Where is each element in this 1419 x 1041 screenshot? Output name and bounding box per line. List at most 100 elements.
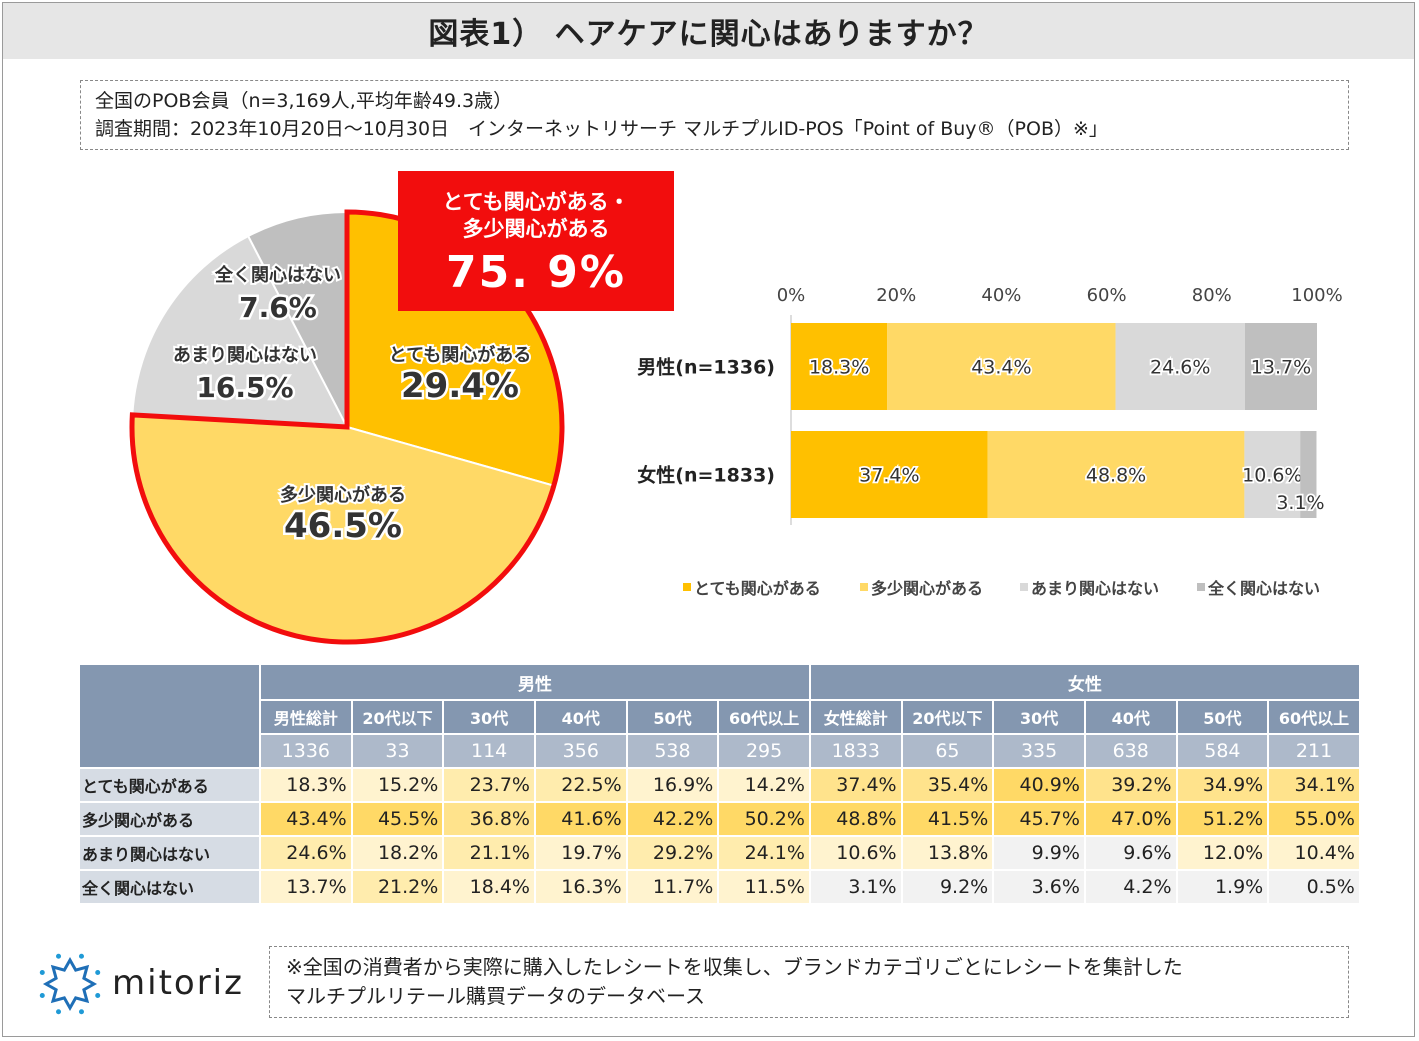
pie-value-label: 46.5%: [284, 506, 402, 546]
value-cell: 1.9%: [1175, 869, 1268, 903]
footnote-line2: マルチプルリテール購買データのデータベース: [286, 984, 705, 1008]
logo-dot-icon: [39, 992, 45, 998]
bar-segment: [1300, 431, 1317, 518]
legend-swatch: [1020, 583, 1028, 591]
bar-data-label: 43.4%: [971, 357, 1031, 379]
value-cell: 22.5%: [533, 767, 626, 801]
survey-info: 全国のPOB会員（n=3,169人,平均年齢49.3歳） 調査期間：2023年1…: [80, 80, 1349, 150]
figure-title: 図表1） ヘアケアに関心はありますか？: [3, 3, 1414, 59]
bar-data-label: 37.4%: [859, 465, 919, 487]
value-cell: 50.2%: [717, 801, 809, 835]
value-cell: 37.4%: [808, 767, 901, 801]
pie-value-label: 16.5%: [196, 371, 293, 404]
column-header: 30代: [992, 699, 1084, 733]
value-cell: 15.2%: [350, 767, 443, 801]
logo-star-icon: [42, 956, 98, 1012]
logo-dot-icon: [95, 992, 101, 998]
sample-size-cell: 211: [1267, 733, 1359, 767]
bar-segment: [791, 323, 888, 410]
value-cell: 45.5%: [350, 801, 443, 835]
sample-size-cell: 33: [350, 733, 443, 767]
sample-size-cell: 65: [900, 733, 993, 767]
table-row: 多少関心がある 43.4% 45.5% 36.8% 41.6% 42.2% 50.2% 48.…: [80, 801, 1359, 835]
bar-data-label: 48.8%: [1086, 465, 1146, 487]
sample-size-cell: 584: [1175, 733, 1268, 767]
logo-dot-icon: [39, 970, 45, 976]
value-cell: 35.4%: [900, 767, 993, 801]
group-header: 男性: [259, 665, 809, 699]
value-cell: 13.8%: [900, 835, 993, 869]
column-header: 男性総計: [259, 699, 351, 733]
value-cell: 10.4%: [1267, 835, 1359, 869]
legend-label: とても関心がある: [694, 579, 821, 598]
legend-swatch: [860, 583, 868, 591]
value-cell: 24.6%: [259, 835, 351, 869]
value-cell: 42.2%: [625, 801, 718, 835]
survey-info-line2: 調査期間：2023年10月20日～10月30日 インターネットリサーチ マルチプ…: [95, 118, 1108, 140]
value-cell: 34.9%: [1175, 767, 1268, 801]
sample-size-cell: 114: [442, 733, 534, 767]
table-row: あまり関心はない 24.6% 18.2% 21.1% 19.7% 29.2% 24.1% 10…: [80, 835, 1359, 869]
value-cell: 47.0%: [1083, 801, 1176, 835]
value-cell: 19.7%: [533, 835, 626, 869]
value-cell: 14.2%: [717, 767, 809, 801]
survey-info-line1: 全国のPOB会員（n=3,169人,平均年齢49.3歳）: [95, 90, 513, 112]
bar-segment: [1244, 431, 1301, 518]
column-header: 女性総計: [808, 699, 901, 733]
callout-value: 75. 9%: [446, 247, 626, 298]
value-cell: 10.6%: [808, 835, 901, 869]
value-cell: 55.0%: [1267, 801, 1359, 835]
value-cell: 39.2%: [1083, 767, 1176, 801]
value-cell: 9.6%: [1083, 835, 1176, 869]
pie-value-label: 29.4%: [401, 366, 519, 406]
value-cell: 51.2%: [1175, 801, 1268, 835]
sample-size-cell: 1336: [259, 733, 351, 767]
bar-segment: [987, 431, 1245, 518]
table-row: 全く関心はない 13.7% 21.2% 18.4% 16.3% 11.7% 11.5% 3.1…: [80, 869, 1359, 903]
sample-size-cell: 335: [992, 733, 1084, 767]
x-tick-label: 20%: [876, 285, 916, 306]
column-header: 60代以上: [717, 699, 809, 733]
column-header: 40代: [533, 699, 626, 733]
value-cell: 36.8%: [442, 801, 534, 835]
sample-size-cell: 295: [717, 733, 809, 767]
sample-size-cell: 1833: [808, 733, 901, 767]
value-cell: 21.1%: [442, 835, 534, 869]
footnote-line1: ※全国の消費者から実際に購入したレシートを収集し、ブランドカテゴリごとにレシート…: [286, 955, 1183, 979]
sample-size-cell: 356: [533, 733, 626, 767]
bar-data-label: 18.3%: [809, 357, 869, 379]
group-header: 女性: [808, 665, 1359, 699]
callout-label-1: とても関心がある・: [442, 190, 630, 214]
bar-segment: [1244, 323, 1317, 410]
category-label: 女性(n=1833): [637, 464, 775, 487]
value-cell: 3.6%: [992, 869, 1084, 903]
sample-size-cell: 638: [1083, 733, 1176, 767]
value-cell: 21.2%: [350, 869, 443, 903]
x-tick-label: 80%: [1192, 285, 1232, 306]
value-cell: 41.6%: [533, 801, 626, 835]
value-cell: 29.2%: [625, 835, 718, 869]
breakdown-table: 男性 女性 男性総計 20代以下 30代 40代 50代 60代以上 女性総計 20代以下 30代 4…: [80, 665, 1359, 903]
callout-label-2: 多少関心がある: [462, 217, 610, 241]
x-tick-label: 0%: [777, 285, 806, 306]
legend-label: 多少関心がある: [871, 579, 983, 598]
value-cell: 18.4%: [442, 869, 534, 903]
x-tick-label: 40%: [981, 285, 1021, 306]
table-corner: [80, 665, 259, 767]
column-header: 50代: [1175, 699, 1268, 733]
category-label: 男性(n=1336): [637, 356, 775, 379]
value-cell: 48.8%: [808, 801, 901, 835]
x-tick-label: 100%: [1291, 285, 1342, 306]
logo-dot-icon: [56, 953, 62, 959]
value-cell: 0.5%: [1267, 869, 1359, 903]
value-cell: 9.9%: [992, 835, 1084, 869]
column-header: 20代以下: [350, 699, 443, 733]
row-label: あまり関心はない: [80, 835, 259, 869]
column-header: 50代: [625, 699, 718, 733]
pie-slice-3: [131, 234, 349, 429]
value-cell: 18.2%: [350, 835, 443, 869]
value-cell: 11.5%: [717, 869, 809, 903]
logo-dot-icon: [95, 970, 101, 976]
